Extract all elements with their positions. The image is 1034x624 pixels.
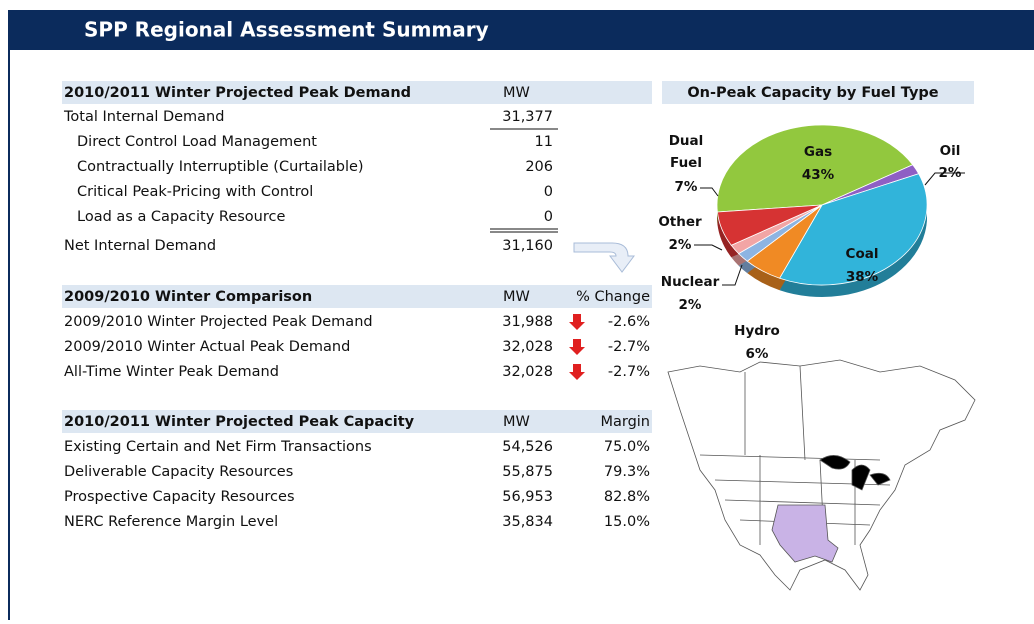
row-value: 11 [535,134,553,150]
slice-label: Other [658,214,702,230]
slice-label-text: Nuclear [660,274,720,290]
row-value: 0 [544,209,553,225]
row-value: 55,875 [502,464,553,480]
down-arrow [569,314,585,330]
section-title: 2009/2010 Winter Comparison [64,289,312,305]
row-value: 31,988 [502,314,553,330]
slice-label: Nuclear [660,274,720,290]
slice-label-text: Dual Fuel [668,133,704,171]
row-label: Deliverable Capacity Resources [64,464,293,480]
section-band [62,81,652,104]
pie-chart: Gas43%Oil2%Coal38%Hydro6%Nuclear2%Other2… [658,124,965,362]
column-header: MW [503,85,530,101]
row-label: Contractually Interruptible (Curtailable… [77,159,364,175]
row-margin: 75.0% [604,439,650,455]
row-margin: 82.8% [604,489,650,505]
row-value: 31,377 [502,109,553,125]
slice-value: 2% [679,297,702,313]
leader-line [694,244,723,251]
slice-label: Dual Fuel [668,133,704,171]
slice-value: 38% [846,269,879,285]
down-arrow [569,364,585,380]
slice-label-text: Hydro [734,323,780,339]
row-label: Prospective Capacity Resources [64,489,295,505]
slice-label-text: Coal [845,246,879,262]
row-value: 56,953 [502,489,553,505]
row-value: 206 [525,159,553,175]
slice-label-text: Oil [939,143,961,159]
row-change: -2.6% [608,314,650,330]
slice-label: Oil [939,143,961,159]
row-margin: 79.3% [604,464,650,480]
row-value: 0 [544,184,553,200]
section-title: 2010/2011 Winter Projected Peak Capacity [64,414,415,430]
row-label: Existing Certain and Net Firm Transactio… [64,439,372,455]
chart-title: On-Peak Capacity by Fuel Type [687,85,938,101]
row-label: Total Internal Demand [63,109,224,125]
spp-region [771,504,839,563]
row-label: Load as a Capacity Resource [77,209,285,225]
map [667,359,976,591]
section-band [62,410,652,433]
slice-value: 6% [746,346,769,362]
leader-line [924,172,965,186]
row-value: 32,028 [502,339,553,355]
slice-value: 7% [675,179,698,195]
pie-slice [716,204,823,246]
section-title: 2010/2011 Winter Projected Peak Demand [64,85,411,101]
arrow [573,242,635,273]
row-label: NERC Reference Margin Level [64,514,278,530]
column-header: MW [503,414,530,430]
chart-band [662,81,974,104]
page-title: SPP Regional Assessment Summary [84,18,489,42]
row-value: 35,834 [502,514,553,530]
leader-line [722,264,743,286]
column-header: Margin [600,414,650,430]
left-border [8,10,10,620]
slice-label-text: Other [658,214,702,230]
row-margin: 15.0% [604,514,650,530]
row-value: 54,526 [502,439,553,455]
row-label: 2009/2010 Winter Actual Peak Demand [64,339,350,355]
row-label: Critical Peak-Pricing with Control [77,184,313,200]
row-value: 32,028 [502,364,553,380]
header-bar [10,10,1034,50]
slice-label: Hydro [734,323,780,339]
row-label: 2009/2010 Winter Projected Peak Demand [64,314,373,330]
slice-label: Gas [803,144,833,160]
section-band [62,285,652,308]
row-change: -2.7% [608,339,650,355]
row-label: Direct Control Load Management [77,134,317,150]
row-label: Net Internal Demand [64,238,216,254]
row-change: -2.7% [608,364,650,380]
pie-slice [716,124,914,213]
slice-label-text: Gas [803,144,833,160]
column-header: % Change [576,289,650,305]
column-header: MW [503,289,530,305]
leader-line [700,187,719,197]
slice-value: 2% [669,237,692,253]
slice-label: Coal [845,246,879,262]
great-lakes [819,455,891,491]
row-value: 31,160 [502,238,553,254]
row-label: All-Time Winter Peak Demand [64,364,279,380]
slice-value: 43% [802,167,835,183]
down-arrow [569,339,585,355]
pie-slice [779,173,928,286]
